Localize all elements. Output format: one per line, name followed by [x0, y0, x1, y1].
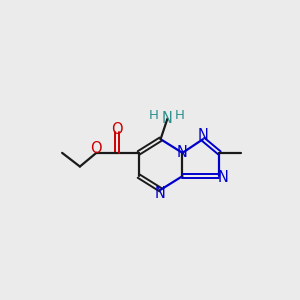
Text: N: N [197, 128, 208, 143]
Text: O: O [90, 141, 102, 156]
Text: H: H [175, 110, 185, 122]
Text: N: N [218, 170, 229, 185]
Text: H: H [149, 110, 159, 122]
Text: O: O [111, 122, 123, 136]
Text: N: N [154, 186, 166, 201]
Text: N: N [162, 111, 173, 126]
Text: N: N [177, 146, 188, 160]
